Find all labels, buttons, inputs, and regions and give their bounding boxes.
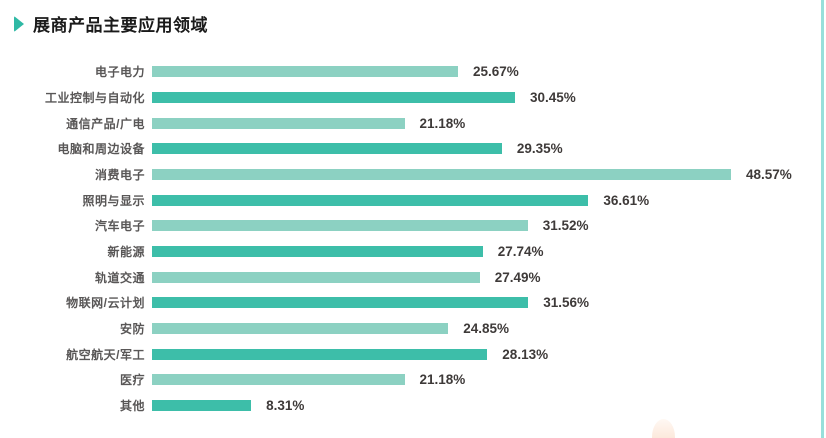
bar-value: 24.85% [463, 320, 509, 336]
bar [152, 322, 449, 334]
title-arrow-icon [14, 15, 24, 32]
bar-label: 照明与显示 [82, 193, 145, 208]
bar [152, 168, 731, 180]
chart-header: 展商产品主要应用领域 [14, 11, 208, 36]
bar-row: 其他 8.31% [0, 393, 800, 419]
bar [152, 245, 483, 257]
bar-chart: 电子电力 25.67% 工业控制与自动化 30.45% 通信产品/广电 21.1… [0, 59, 800, 418]
bar-label: 安防 [119, 321, 145, 336]
decor-peach-shape [652, 419, 675, 438]
bar-value: 25.67% [473, 64, 519, 80]
bar [152, 374, 405, 386]
bar-row: 电子电力 25.67% [0, 59, 800, 85]
bar-label: 通信产品/广电 [66, 116, 145, 131]
bar-label: 物联网/云计划 [66, 296, 145, 311]
bar-value: 8.31% [266, 397, 305, 413]
bar-row: 轨道交通 27.49% [0, 264, 800, 290]
bar [152, 271, 480, 283]
bar-value: 29.35% [516, 141, 563, 157]
bar-value: 48.57% [746, 166, 792, 182]
bar-row: 安防 24.85% [0, 316, 800, 342]
bar-row: 消费电子 48.57% [0, 162, 800, 188]
bar-row: 医疗 21.18% [0, 367, 800, 393]
bar-label: 消费电子 [94, 167, 145, 182]
bar-row: 物联网/云计划 31.56% [0, 290, 800, 316]
bar-row: 通信产品/广电 21.18% [0, 110, 800, 136]
bar-value: 36.61% [603, 192, 650, 208]
bar-value: 21.18% [419, 372, 466, 388]
bar-row: 新能源 27.74% [0, 239, 800, 265]
bar [152, 399, 252, 411]
bar-value: 27.74% [497, 243, 544, 259]
bar [152, 66, 458, 78]
bar-label: 医疗 [119, 373, 145, 388]
bar-row: 航空航天/军工 28.13% [0, 341, 800, 367]
bar-row: 汽车电子 31.52% [0, 213, 800, 239]
bar [152, 194, 589, 206]
page-title: 展商产品主要应用领域 [33, 16, 208, 35]
bar-value: 21.18% [419, 115, 466, 131]
bar-value: 30.45% [530, 89, 576, 105]
bar-value: 28.13% [502, 346, 549, 362]
bar-value: 31.52% [542, 218, 589, 234]
bar [152, 297, 529, 309]
bar-label: 汽车电子 [94, 219, 145, 234]
bar-label: 航空航天/军工 [66, 347, 145, 362]
chart-rows: 电子电力 25.67% 工业控制与自动化 30.45% 通信产品/广电 21.1… [0, 59, 800, 418]
bar [152, 220, 528, 232]
bar-row: 工业控制与自动化 30.45% [0, 85, 800, 111]
bar-row: 电脑和周边设备 29.35% [0, 136, 800, 162]
bar-row: 照明与显示 36.61% [0, 187, 800, 213]
bar [152, 348, 488, 360]
bar [152, 143, 502, 155]
bar-value: 31.56% [543, 295, 589, 311]
bar-label: 新能源 [107, 244, 145, 259]
bar [152, 91, 515, 103]
bar-label: 轨道交通 [94, 270, 145, 285]
bar [152, 117, 405, 129]
bar-label: 工业控制与自动化 [44, 90, 145, 105]
page-edge-line [821, 0, 824, 438]
bar-label: 电子电力 [94, 65, 145, 80]
bar-label: 电脑和周边设备 [57, 142, 145, 157]
bar-value: 27.49% [494, 269, 541, 285]
bar-label: 其他 [119, 398, 145, 413]
